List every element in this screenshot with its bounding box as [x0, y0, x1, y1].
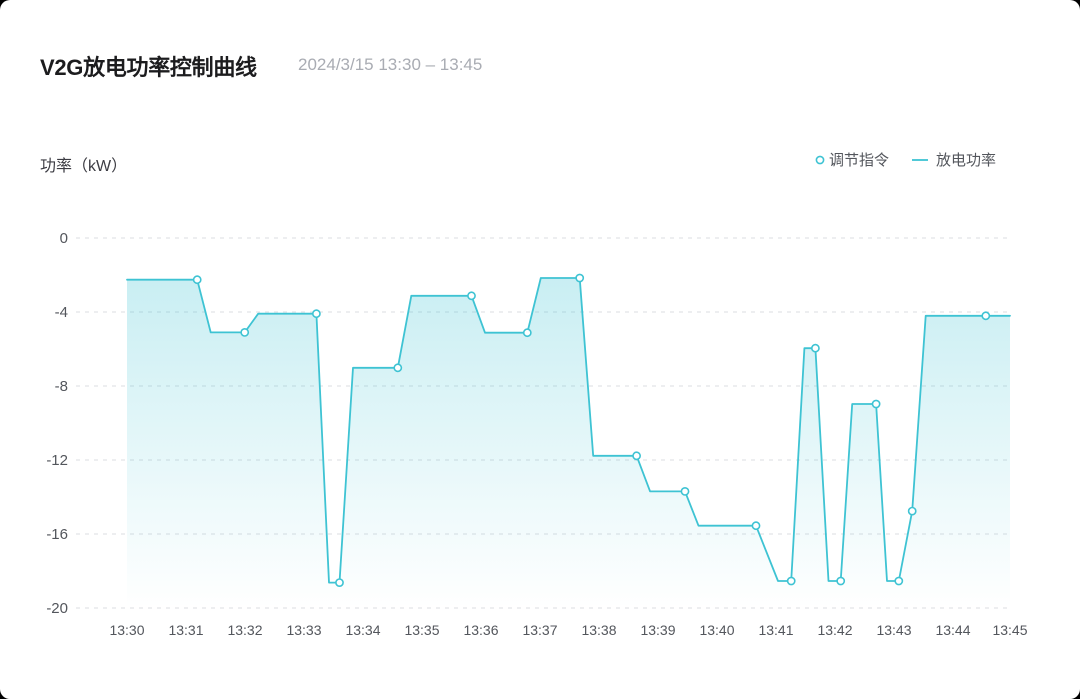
svg-text:-4: -4 [55, 304, 68, 321]
svg-text:-16: -16 [46, 526, 68, 543]
svg-text:13:32: 13:32 [227, 622, 262, 638]
svg-text:13:30: 13:30 [109, 622, 144, 638]
svg-text:13:42: 13:42 [817, 622, 852, 638]
svg-text:13:34: 13:34 [345, 622, 380, 638]
svg-text:-8: -8 [55, 378, 68, 395]
svg-text:13:35: 13:35 [404, 622, 439, 638]
svg-text:13:43: 13:43 [876, 622, 911, 638]
svg-text:13:39: 13:39 [640, 622, 675, 638]
svg-text:13:44: 13:44 [935, 622, 970, 638]
svg-text:13:40: 13:40 [699, 622, 734, 638]
svg-text:0: 0 [60, 230, 68, 247]
svg-text:13:41: 13:41 [758, 622, 793, 638]
svg-text:13:33: 13:33 [286, 622, 321, 638]
svg-text:13:37: 13:37 [522, 622, 557, 638]
svg-text:-12: -12 [46, 452, 68, 469]
svg-text:-20: -20 [46, 600, 68, 617]
svg-text:13:36: 13:36 [463, 622, 498, 638]
svg-text:13:31: 13:31 [168, 622, 203, 638]
svg-text:13:38: 13:38 [581, 622, 616, 638]
svg-text:13:45: 13:45 [992, 622, 1027, 638]
